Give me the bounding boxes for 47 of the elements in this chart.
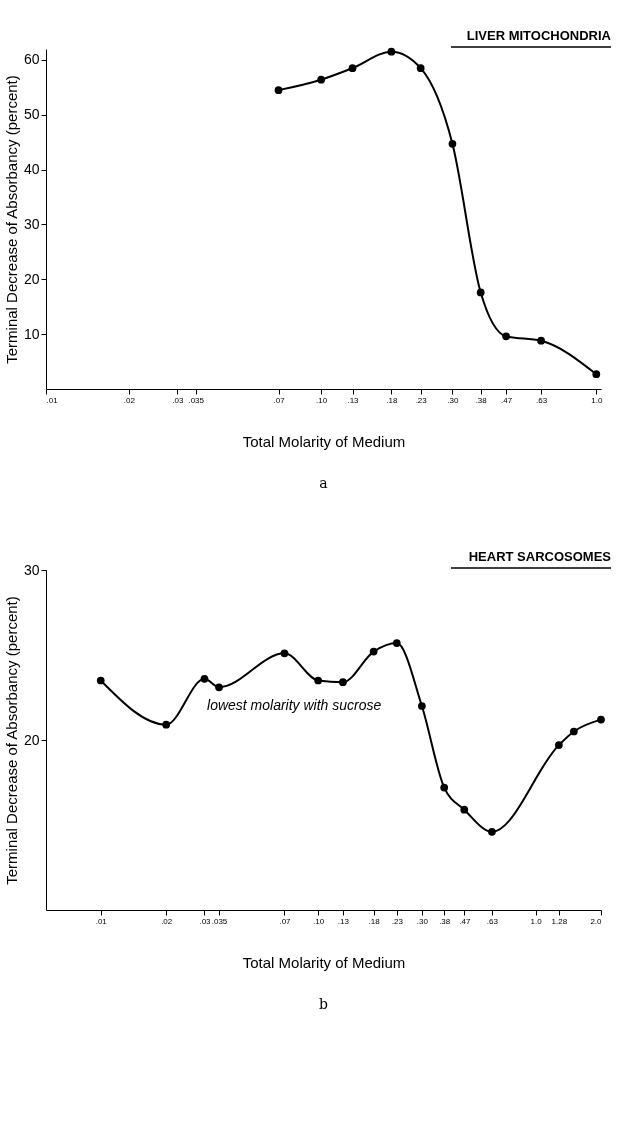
x-tick-label: .30 [447, 395, 460, 405]
x-tick-label: .18 [386, 395, 399, 405]
y-tick-label: 10 [23, 325, 40, 342]
x-tick-label: .10 [313, 916, 325, 926]
x-tick-label: .01 [95, 916, 108, 926]
x-tick-label: .035 [188, 395, 205, 405]
x-tick-label: .03 [199, 916, 212, 926]
x-tick-label: .38 [475, 395, 488, 405]
x-tick-label: .10 [316, 395, 328, 405]
text: b [319, 996, 329, 1012]
x-tick-label: .03 [172, 395, 184, 405]
x-tick-label: .63 [486, 916, 499, 926]
y-tick-label: 50 [23, 106, 40, 123]
y-tick-label: 20 [23, 270, 40, 287]
x-tick-label: .47 [459, 916, 471, 926]
x-tick-label: .38 [439, 916, 451, 926]
x-tick-label: .07 [273, 395, 286, 405]
x-tick-label: .13 [337, 916, 350, 926]
annotation: lowest molarity with sucrose [207, 697, 382, 714]
x-tick-label: 1.28 [551, 916, 568, 926]
x-tick-label: 1.0 [530, 916, 543, 926]
x-tick-label: .30 [416, 916, 429, 926]
x-axis-title: Total Molarity of Medium [242, 953, 406, 971]
x-tick-label: .035 [211, 916, 228, 926]
x-tick-label: .23 [415, 395, 428, 405]
y-tick-label: 40 [23, 161, 40, 178]
text: a [319, 475, 328, 491]
x-tick-label: .18 [368, 916, 381, 926]
x-tick-label: 1.0 [591, 395, 603, 405]
x-tick-label: .13 [347, 395, 360, 405]
x-tick-label: .02 [123, 395, 136, 405]
y-tick-label: 30 [23, 561, 40, 578]
x-tick-label: .63 [536, 395, 548, 405]
y-tick-label: 30 [23, 215, 40, 232]
x-tick-label: 2.0 [590, 916, 603, 926]
x-tick-label: .01 [46, 395, 59, 405]
chart-title: LIVER MITOCHONDRIA [466, 28, 612, 43]
chart-title: HEART SARCOSOMES [468, 549, 612, 564]
x-tick-label: .02 [161, 916, 173, 926]
y-tick-label: 20 [23, 731, 40, 748]
x-tick-label: .47 [501, 395, 513, 405]
x-tick-label: .07 [279, 916, 292, 926]
x-axis-title: Total Molarity of Medium [242, 432, 406, 450]
y-axis-title: Terminal Decrease of Absorbancy (percent) [2, 75, 20, 364]
y-axis-title: Terminal Decrease of Absorbancy (percent) [2, 596, 20, 885]
x-tick-label: .23 [391, 916, 404, 926]
y-tick-label: 60 [23, 51, 40, 68]
